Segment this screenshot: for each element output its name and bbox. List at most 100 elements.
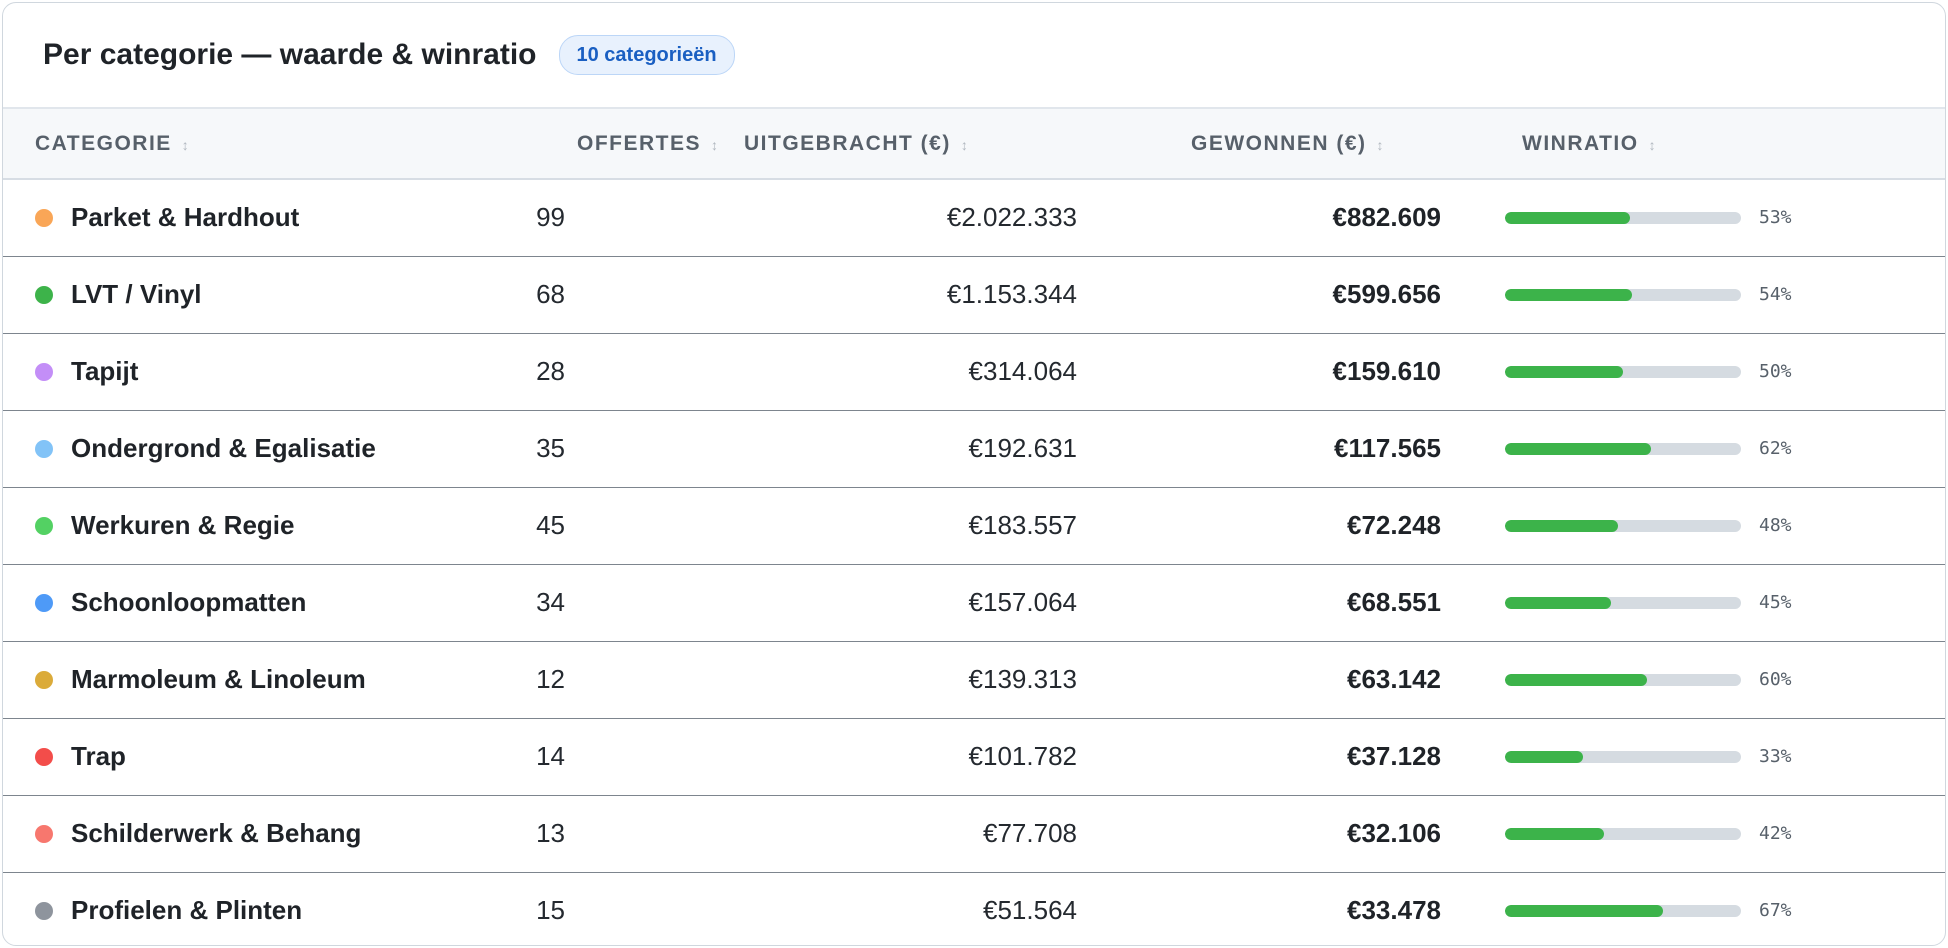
category-name: Parket & Hardhout	[71, 202, 300, 233]
table-row[interactable]: Marmoleum & Linoleum 12 €139.313 €63.142…	[3, 640, 1945, 718]
win-ratio-bar	[1505, 750, 1741, 763]
sort-icon: ↕	[711, 136, 719, 153]
win-ratio-bar-fill	[1505, 365, 1623, 378]
issued-cell: €77.708	[677, 794, 1077, 872]
card-title: Per categorie — waarde & winratio	[43, 38, 537, 71]
table-row[interactable]: Schoonloopmatten 34 €157.064 €68.551 45%	[3, 563, 1945, 641]
table-row[interactable]: Parket & Hardhout 99 €2.022.333 €882.609…	[3, 179, 1945, 256]
sort-icon: ↕	[960, 136, 968, 153]
category-color-dot	[35, 671, 53, 689]
sort-icon: ↕	[1376, 136, 1384, 153]
issued-cell: €51.564	[677, 871, 1077, 945]
won-cell: €72.248	[1077, 486, 1441, 564]
won-cell: €599.656	[1077, 255, 1441, 333]
issued-cell: €157.064	[677, 563, 1077, 641]
won-cell: €117.565	[1077, 409, 1441, 487]
won-cell: €159.610	[1077, 332, 1441, 410]
issued-cell: €1.153.344	[677, 255, 1077, 333]
category-color-dot	[35, 825, 53, 843]
table-row[interactable]: Werkuren & Regie 45 €183.557 €72.248 48%	[3, 486, 1945, 564]
category-color-dot	[35, 440, 53, 458]
win-ratio-bar-fill	[1505, 673, 1647, 686]
sort-icon: ↕	[181, 136, 189, 153]
issued-cell: €101.782	[677, 717, 1077, 795]
column-header-category[interactable]: CATEGORIE ↕	[3, 109, 465, 180]
column-header-quotes[interactable]: OFFERTES ↕	[465, 109, 718, 180]
win-ratio-cell: 53%	[1441, 179, 1945, 256]
category-color-dot	[35, 594, 53, 612]
category-color-dot	[35, 748, 53, 766]
card-header: Per categorie — waarde & winratio 10 cat…	[3, 3, 1945, 109]
quotes-cell: 28	[465, 332, 677, 410]
quotes-cell: 68	[465, 255, 677, 333]
table-row[interactable]: LVT / Vinyl 68 €1.153.344 €599.656 54%	[3, 255, 1945, 333]
win-ratio-cell: 50%	[1441, 332, 1945, 410]
table-header-row: CATEGORIE ↕ OFFERTES ↕ UITGEBRACHT (€) ↕ GE…	[3, 109, 1945, 180]
table-row[interactable]: Tapijt 28 €314.064 €159.610 50%	[3, 332, 1945, 410]
category-color-dot	[35, 286, 53, 304]
win-ratio-bar	[1505, 904, 1741, 917]
win-ratio-label: 45%	[1759, 592, 1792, 613]
win-ratio-cell: 48%	[1441, 486, 1945, 564]
win-ratio-bar-fill	[1505, 442, 1652, 455]
win-ratio-cell: 42%	[1441, 794, 1945, 872]
table-row[interactable]: Schilderwerk & Behang 13 €77.708 €32.106…	[3, 794, 1945, 872]
won-cell: €32.106	[1077, 794, 1441, 872]
win-ratio-label: 54%	[1759, 284, 1792, 305]
category-name: Profielen & Plinten	[71, 895, 303, 926]
table-row[interactable]: Ondergrond & Egalisatie 35 €192.631 €117…	[3, 409, 1945, 487]
category-cell: Tapijt	[3, 332, 465, 410]
win-ratio-label: 33%	[1759, 746, 1792, 767]
win-ratio-bar	[1505, 211, 1741, 224]
win-ratio-cell: 33%	[1441, 717, 1945, 795]
category-color-dot	[35, 209, 53, 228]
category-cell: Schoonloopmatten	[3, 563, 465, 641]
win-ratio-cell: 62%	[1441, 409, 1945, 487]
win-ratio-label: 53%	[1759, 207, 1792, 229]
column-header-won[interactable]: GEWONNEN (€) ↕	[1077, 109, 1441, 180]
sort-icon: ↕	[1648, 136, 1656, 153]
category-color-dot	[35, 517, 53, 535]
win-ratio-bar	[1505, 288, 1741, 301]
win-ratio-bar-fill	[1505, 596, 1612, 609]
category-name: Schilderwerk & Behang	[71, 818, 362, 848]
win-ratio-bar	[1505, 365, 1741, 378]
won-cell: €63.142	[1077, 640, 1441, 718]
category-cell: Trap	[3, 717, 465, 795]
win-ratio-bar-fill	[1505, 288, 1633, 301]
column-header-win-ratio[interactable]: WINRATIO ↕	[1441, 109, 1945, 180]
category-cell: Ondergrond & Egalisatie	[3, 409, 465, 487]
win-ratio-cell: 54%	[1441, 255, 1945, 333]
win-ratio-label: 62%	[1759, 438, 1792, 459]
won-cell: €882.609	[1332, 202, 1441, 233]
category-table: CATEGORIE ↕ OFFERTES ↕ UITGEBRACHT (€) ↕ GE…	[3, 109, 1945, 945]
category-name: Ondergrond & Egalisatie	[71, 433, 376, 463]
issued-cell: €192.631	[677, 409, 1077, 487]
win-ratio-label: 42%	[1759, 823, 1792, 844]
win-ratio-label: 60%	[1759, 669, 1792, 690]
category-name: Marmoleum & Linoleum	[71, 664, 366, 694]
category-count-badge: 10 categorieën	[558, 35, 735, 75]
table-row[interactable]: Trap 14 €101.782 €37.128 33%	[3, 717, 1945, 795]
quotes-cell: 99	[536, 202, 565, 233]
category-name: LVT / Vinyl	[71, 279, 202, 309]
win-ratio-bar	[1505, 596, 1741, 609]
win-ratio-bar-fill	[1505, 904, 1664, 917]
quotes-cell: 34	[465, 563, 677, 641]
table-row[interactable]: Profielen & Plinten 15 €51.564 €33.478 6…	[3, 871, 1945, 945]
category-name: Werkuren & Regie	[71, 510, 295, 540]
win-ratio-label: 67%	[1759, 900, 1792, 922]
column-header-issued[interactable]: UITGEBRACHT (€) ↕	[677, 109, 1077, 180]
category-name: Schoonloopmatten	[71, 587, 307, 617]
category-name: Tapijt	[71, 356, 139, 386]
quotes-cell: 14	[465, 717, 677, 795]
category-cell: Schilderwerk & Behang	[3, 794, 465, 872]
quotes-cell: 45	[465, 486, 677, 564]
quotes-cell: 12	[465, 640, 677, 718]
issued-cell: €2.022.333	[946, 202, 1077, 233]
win-ratio-bar	[1505, 519, 1741, 532]
category-cell: Marmoleum & Linoleum	[3, 640, 465, 718]
issued-cell: €183.557	[677, 486, 1077, 564]
win-ratio-bar	[1505, 673, 1741, 686]
quotes-cell: 13	[465, 794, 677, 872]
